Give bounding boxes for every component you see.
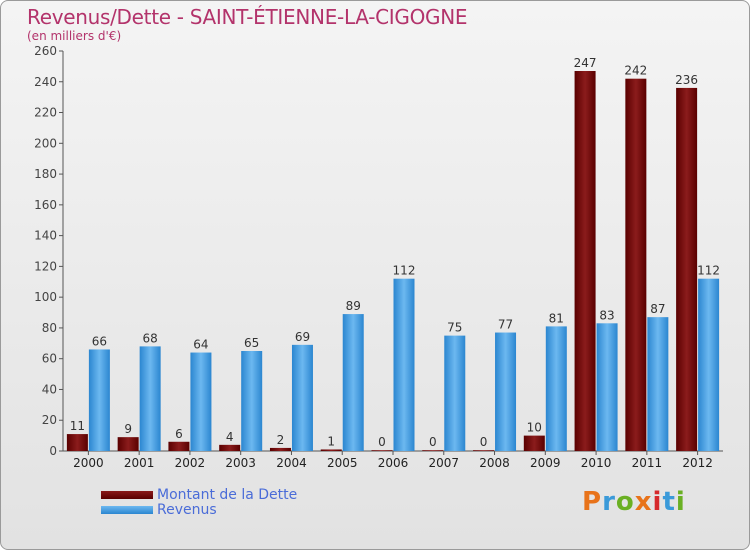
y-tick-label: 260 — [34, 44, 57, 58]
value-label-revenue: 112 — [393, 264, 416, 278]
proxiti-logo: Proxiti — [582, 487, 686, 517]
x-tick-label: 2006 — [378, 456, 409, 470]
y-tick-label: 0 — [49, 444, 57, 458]
value-label-debt: 0 — [378, 435, 386, 449]
bar-debt — [371, 450, 393, 451]
value-label-debt: 0 — [429, 435, 437, 449]
chart-title: Revenus/Dette - SAINT-ÉTIENNE-LA-CIGOGNE — [27, 5, 468, 29]
legend-item-revenue: Revenus — [101, 501, 297, 518]
y-tick-label: 60 — [42, 352, 57, 366]
value-label-debt: 11 — [70, 419, 85, 433]
value-label-debt: 9 — [124, 422, 132, 436]
value-label-debt: 0 — [480, 435, 488, 449]
bars — [66, 71, 720, 451]
value-label-revenue: 66 — [92, 334, 107, 348]
bar-debt — [473, 450, 495, 451]
bar-debt — [523, 435, 545, 451]
value-label-revenue: 83 — [599, 308, 614, 322]
legend-label-revenue: Revenus — [157, 501, 217, 518]
bar-debt — [625, 78, 647, 451]
bar-debt — [117, 437, 139, 451]
x-tick-label: 2004 — [276, 456, 307, 470]
bar-revenue — [495, 332, 517, 451]
value-label-revenue: 65 — [244, 336, 259, 350]
y-tick-label: 120 — [34, 259, 57, 273]
y-tick-label: 160 — [34, 198, 57, 212]
bar-debt — [66, 434, 88, 451]
legend-label-debt: Montant de la Dette — [157, 486, 298, 503]
value-label-revenue: 87 — [650, 302, 665, 316]
y-tick-label: 180 — [34, 167, 57, 181]
bar-revenue — [698, 278, 720, 451]
y-tick-label: 240 — [34, 75, 57, 89]
y-tick-label: 100 — [34, 290, 57, 304]
x-tick-label: 2008 — [479, 456, 510, 470]
legend-swatch-revenue — [101, 505, 153, 514]
value-label-revenue: 112 — [697, 264, 720, 278]
bar-revenue — [190, 352, 212, 451]
y-tick-label: 40 — [42, 382, 57, 396]
legend-item-debt: Montant de la Dette — [101, 486, 298, 503]
y-tick-label: 200 — [34, 136, 57, 150]
value-label-revenue: 75 — [447, 321, 462, 335]
bar-debt — [422, 450, 444, 451]
bar-revenue — [545, 326, 567, 451]
legend: Montant de la Dette Revenus — [101, 486, 298, 518]
y-tick-label: 140 — [34, 229, 57, 243]
bar-revenue — [342, 314, 364, 451]
x-tick-label: 2010 — [581, 456, 612, 470]
bar-revenue — [139, 346, 161, 451]
axes: 0204060801001201401601802002202402602000… — [34, 44, 723, 470]
bar-revenue — [88, 349, 110, 451]
value-label-revenue: 77 — [498, 318, 513, 332]
x-tick-label: 2011 — [632, 456, 663, 470]
x-tick-label: 2005 — [327, 456, 358, 470]
x-tick-label: 2001 — [124, 456, 155, 470]
value-label-revenue: 69 — [295, 330, 310, 344]
bar-revenue — [647, 317, 669, 451]
value-label-debt: 247 — [574, 56, 597, 70]
y-tick-label: 220 — [34, 106, 57, 120]
x-tick-label: 2000 — [73, 456, 104, 470]
bar-revenue — [393, 278, 415, 451]
value-label-revenue: 68 — [143, 331, 158, 345]
value-label-debt: 10 — [527, 421, 542, 435]
bar-debt — [219, 444, 241, 451]
bar-revenue — [241, 351, 263, 451]
bar-revenue — [291, 344, 313, 451]
value-label-debt: 4 — [226, 430, 234, 444]
x-tick-label: 2003 — [225, 456, 256, 470]
value-label-debt: 2 — [277, 433, 285, 447]
chart-subtitle: (en milliers d'€) — [27, 29, 122, 43]
bar-debt — [168, 441, 190, 451]
legend-swatch-debt — [101, 490, 153, 499]
value-label-revenue: 89 — [346, 299, 361, 313]
x-tick-label: 2002 — [175, 456, 206, 470]
value-label-debt: 1 — [327, 434, 335, 448]
bar-debt — [320, 449, 342, 451]
bar-revenue — [596, 323, 618, 451]
y-tick-label: 20 — [42, 413, 57, 427]
y-tick-label: 80 — [42, 321, 57, 335]
x-tick-label: 2007 — [428, 456, 459, 470]
value-label-revenue: 64 — [193, 338, 208, 352]
bar-revenue — [444, 335, 466, 451]
x-tick-label: 2012 — [682, 456, 713, 470]
x-tick-label: 2009 — [530, 456, 561, 470]
value-label-revenue: 81 — [549, 311, 564, 325]
value-label-debt: 236 — [675, 73, 698, 87]
value-label-debt: 242 — [624, 64, 647, 78]
bar-debt — [574, 71, 596, 451]
bar-debt — [676, 87, 698, 451]
bar-debt — [269, 447, 291, 451]
value-label-debt: 6 — [175, 427, 183, 441]
